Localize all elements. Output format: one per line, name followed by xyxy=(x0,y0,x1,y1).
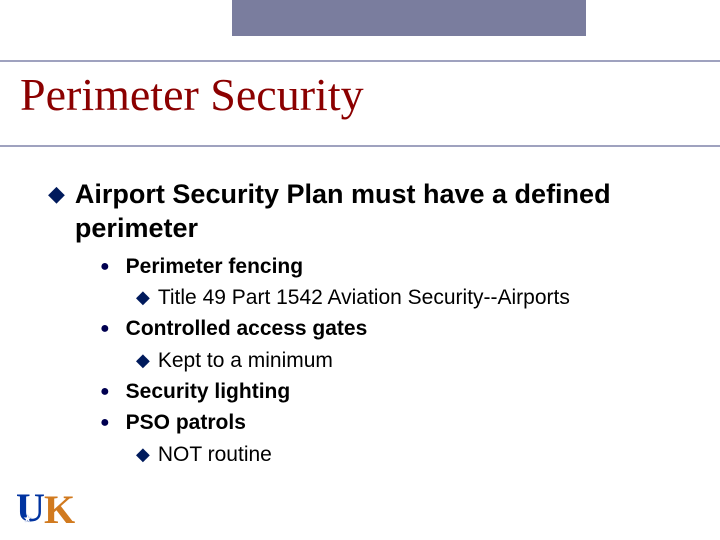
dot-bullet-icon: ● xyxy=(100,412,110,434)
lvl3-text: Kept to a minimum xyxy=(158,346,333,375)
lvl3-text: Title 49 Part 1542 Aviation Security--Ai… xyxy=(158,283,570,312)
title-rule-top xyxy=(0,60,720,62)
bullet-lvl2: ● Controlled access gates xyxy=(100,314,680,343)
bullet-lvl2: ● PSO patrols xyxy=(100,408,680,437)
bullet-lvl3: ◆ NOT routine xyxy=(136,440,680,469)
lvl2-text: Perimeter fencing xyxy=(126,252,303,281)
diamond-bullet-icon: ◆ xyxy=(136,286,150,309)
lvl2-group: ● Perimeter fencing ◆ Title 49 Part 1542… xyxy=(100,252,680,470)
bullet-lvl2: ● Perimeter fencing xyxy=(100,252,680,281)
logo-u-wrap: U ★ xyxy=(16,488,46,530)
dot-bullet-icon: ● xyxy=(100,256,110,278)
decorative-top-bar xyxy=(232,0,586,36)
uk-logo: U ★ K xyxy=(16,488,75,530)
diamond-bullet-icon: ◆ xyxy=(48,182,65,206)
bullet-lvl3: ◆ Title 49 Part 1542 Aviation Security--… xyxy=(136,283,680,312)
dot-bullet-icon: ● xyxy=(100,318,110,340)
slide-body: ◆ Airport Security Plan must have a defi… xyxy=(48,178,680,469)
lvl2-text: Controlled access gates xyxy=(126,314,368,343)
lvl3-text: NOT routine xyxy=(158,440,272,469)
bullet-lvl2: ● Security lighting xyxy=(100,377,680,406)
bullet-lvl3: ◆ Kept to a minimum xyxy=(136,346,680,375)
title-rule-bottom xyxy=(0,145,720,147)
lvl1-text: Airport Security Plan must have a define… xyxy=(75,178,680,246)
dot-bullet-icon: ● xyxy=(100,381,110,403)
logo-star-icon: ★ xyxy=(23,514,32,525)
slide-title: Perimeter Security xyxy=(20,68,364,121)
lvl2-text: Security lighting xyxy=(126,377,291,406)
diamond-bullet-icon: ◆ xyxy=(136,349,150,372)
logo-letter-k: K xyxy=(44,490,75,530)
bullet-lvl1: ◆ Airport Security Plan must have a defi… xyxy=(48,178,680,246)
diamond-bullet-icon: ◆ xyxy=(136,443,150,466)
lvl2-text: PSO patrols xyxy=(126,408,246,437)
